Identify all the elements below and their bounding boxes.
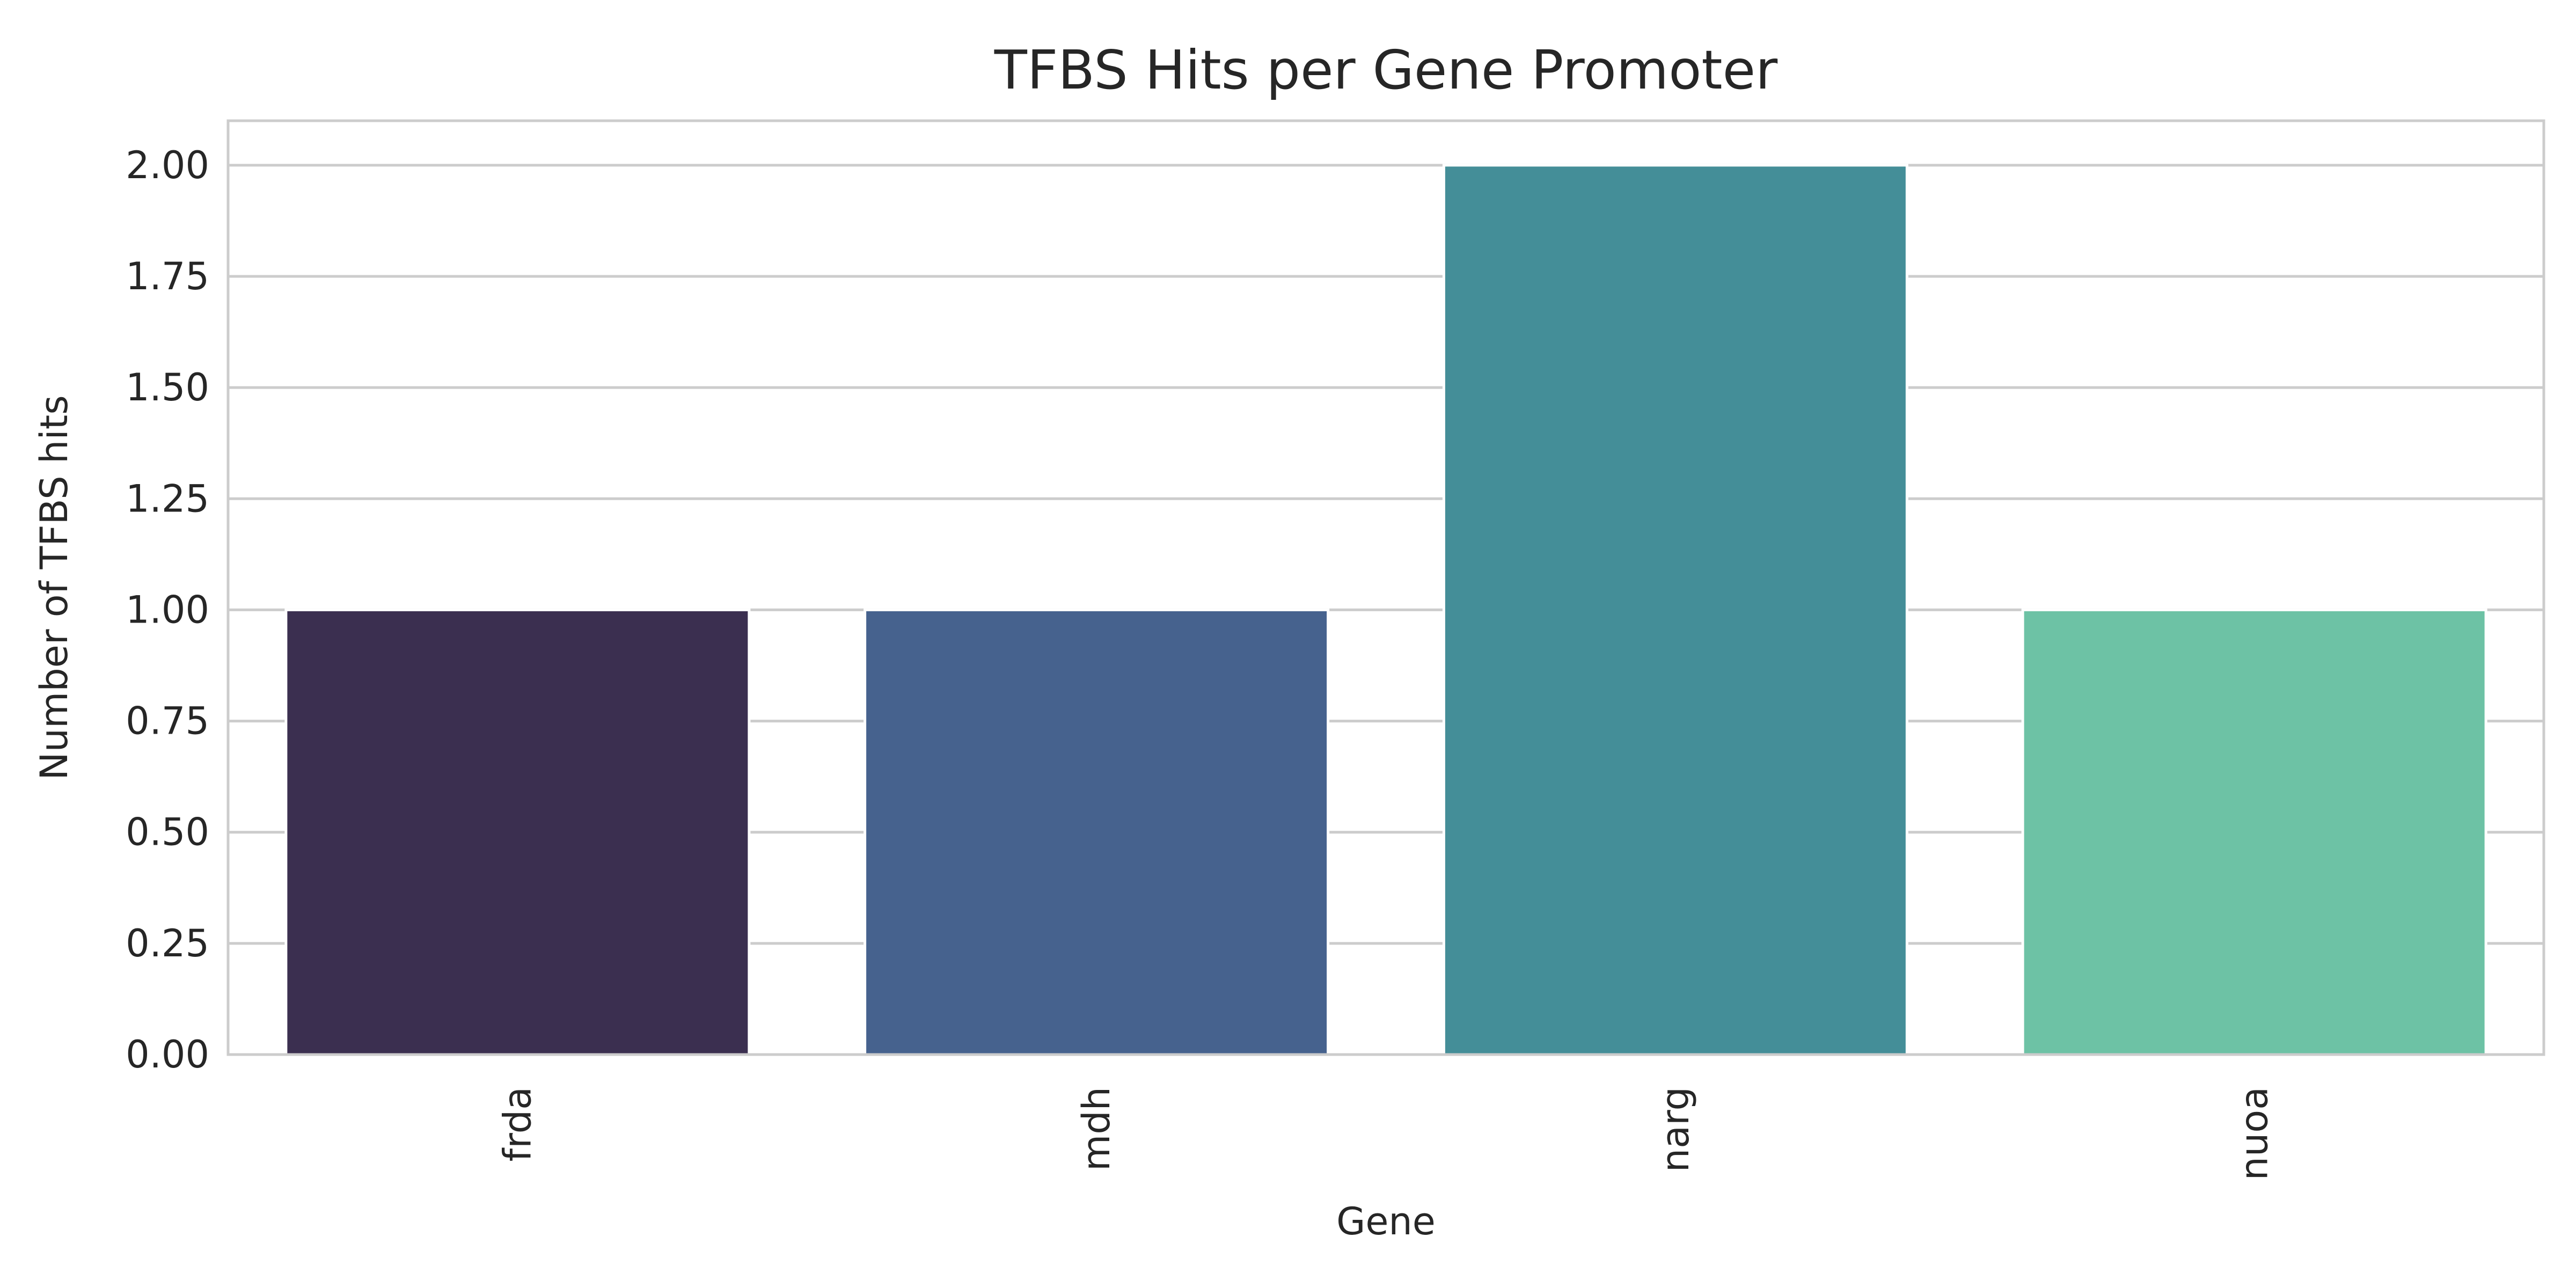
bars: [284, 164, 2487, 1056]
chart-title: TFBS Hits per Gene Promoter: [994, 39, 1778, 101]
y-tick-label: 0.50: [126, 810, 209, 854]
y-tick-label: 1.75: [126, 254, 209, 298]
bar-mdh: [863, 608, 1330, 1056]
x-axis-label: Gene: [1336, 1199, 1436, 1243]
x-tick-label: narg: [1653, 1087, 1697, 1172]
bar-narg: [1442, 164, 1908, 1056]
plot-frame: [226, 119, 2545, 1056]
bar-nuoa: [2021, 608, 2487, 1056]
y-axis-label: Number of TFBS hits: [32, 395, 76, 780]
x-tick-label: nuoa: [2233, 1087, 2277, 1180]
x-axis-ticks: frda mdh narg nuoa: [495, 1087, 2276, 1180]
y-tick-label: 0.25: [126, 921, 209, 965]
y-tick-label: 0.00: [126, 1033, 209, 1077]
y-tick-label: 1.25: [126, 477, 209, 521]
y-tick-label: 1.00: [126, 588, 209, 632]
y-tick-label: 1.50: [126, 365, 209, 409]
y-tick-label: 0.75: [126, 699, 209, 743]
bar-frda: [284, 608, 751, 1056]
x-tick-label: frda: [495, 1087, 539, 1162]
y-tick-label: 2.00: [126, 143, 209, 187]
x-tick-label: mdh: [1074, 1087, 1118, 1171]
y-axis-ticks: 0.00 0.25 0.50 0.75 1.00 1.25 1.50 1.75 2.00: [126, 143, 209, 1077]
